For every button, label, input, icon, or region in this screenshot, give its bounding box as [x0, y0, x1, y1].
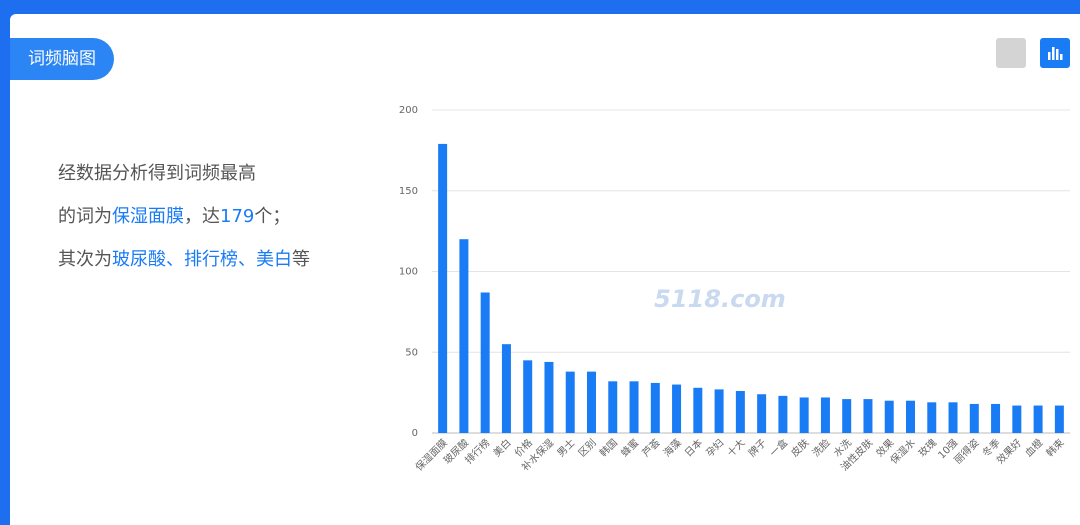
bar — [587, 371, 596, 433]
bar — [608, 381, 618, 433]
x-tick-label: 玫瑰 — [916, 436, 939, 459]
x-tick-label: 丽得姿 — [951, 436, 981, 466]
bar — [714, 389, 724, 433]
keyword: 排行榜 — [184, 249, 238, 270]
x-tick-label: 韩国 — [597, 436, 620, 459]
x-tick-label: 韩束 — [1043, 436, 1066, 459]
count: 179 — [220, 206, 255, 227]
bar — [459, 239, 469, 433]
bar — [1054, 405, 1064, 433]
bar — [969, 403, 979, 433]
bar — [480, 292, 490, 433]
bar — [565, 371, 575, 433]
bar — [1033, 405, 1043, 433]
y-tick-label: 150 — [399, 186, 418, 197]
y-tick-label: 0 — [412, 428, 418, 439]
tab[interactable]: 词频脑图 — [10, 38, 114, 80]
x-tick-label: 洗脸 — [809, 436, 832, 459]
x-tick-label: 十大 — [724, 436, 747, 459]
text: 等 — [292, 249, 310, 270]
bar — [991, 403, 1001, 433]
y-tick-label: 100 — [399, 267, 418, 278]
x-tick-label: 男士 — [554, 436, 577, 459]
bar — [1012, 405, 1022, 433]
cloud-view-button[interactable] — [996, 38, 1026, 68]
summary: 经数据分析得到词频最高 的词为保湿面膜，达179个； 其次为玻尿酸、排行榜、美白… — [58, 152, 310, 281]
bar — [884, 400, 894, 433]
bar — [948, 402, 958, 433]
bar — [863, 399, 873, 433]
x-tick-label: 区别 — [576, 437, 599, 460]
text: ，达 — [184, 206, 220, 227]
x-tick-label: 孕妇 — [703, 436, 726, 459]
x-tick-label: 效果好 — [994, 436, 1024, 466]
card: 词频脑图 经数据分析得到词频最高 的词为保湿面膜，达179个； 其次为玻尿酸、排… — [10, 14, 1080, 525]
bar — [693, 387, 703, 433]
x-tick-label: 一盒 — [767, 436, 790, 459]
x-tick-label: 海藻 — [660, 436, 683, 459]
bar — [672, 384, 682, 433]
bar-icon — [1048, 47, 1063, 60]
separator: 、 — [238, 249, 256, 270]
watermark: 5118.com — [654, 285, 786, 313]
x-tick-label: 日本 — [682, 436, 705, 459]
bar — [799, 397, 809, 433]
chart: 5118.com 050100150200保湿面膜玻尿酸排行榜 美白 价格补水保湿男… — [399, 105, 1070, 474]
x-tick-label: 蜂蜜 — [618, 436, 641, 459]
keyword: 保湿面膜 — [112, 206, 184, 227]
x-tick-label: 保湿面膜 — [412, 436, 449, 473]
x-tick-label: 排行榜 — [462, 436, 492, 466]
summary-line: 经数据分析得到词频最高 — [58, 163, 256, 184]
x-tick-label: 牌子 — [746, 436, 769, 459]
bar — [438, 143, 448, 434]
bar — [544, 361, 554, 433]
x-tick-label: 芦荟 — [639, 436, 662, 459]
summary-line: 的词为保湿面膜，达179个； — [58, 195, 310, 238]
bar — [650, 382, 660, 433]
x-tick-label: 美白 — [490, 436, 513, 459]
x-tick-label: 皮肤 — [788, 436, 811, 459]
x-tick-label: 血橙 — [1022, 436, 1045, 459]
y-tick-label: 50 — [405, 347, 418, 358]
x-tick-label: 保湿水 — [887, 436, 917, 466]
bar — [757, 394, 767, 433]
text: 个； — [254, 206, 291, 227]
bar-view-button[interactable] — [1040, 38, 1070, 68]
bar — [842, 399, 852, 433]
bar — [501, 344, 511, 433]
bar — [629, 381, 639, 433]
separator: 、 — [166, 249, 184, 270]
bar — [927, 402, 937, 433]
bar — [906, 400, 915, 433]
bar — [523, 360, 533, 433]
text: 的词为 — [58, 206, 112, 227]
summary-line: 其次为玻尿酸、排行榜、美白等 — [58, 238, 310, 281]
bar — [820, 397, 830, 433]
bar — [735, 391, 745, 433]
text: 其次为 — [58, 249, 112, 270]
keyword: 美白 — [256, 249, 292, 270]
y-tick-label: 200 — [399, 105, 418, 116]
keyword: 玻尿酸 — [112, 249, 166, 270]
bar — [778, 395, 788, 433]
